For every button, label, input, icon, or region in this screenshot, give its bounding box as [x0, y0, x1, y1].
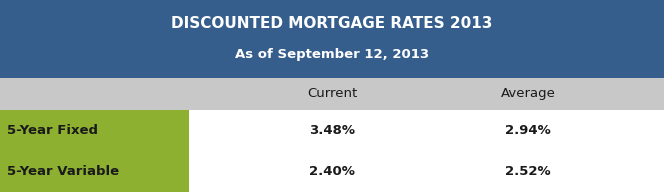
- FancyBboxPatch shape: [0, 110, 189, 151]
- FancyBboxPatch shape: [189, 110, 664, 151]
- Text: As of September 12, 2013: As of September 12, 2013: [235, 48, 429, 61]
- Text: 2.52%: 2.52%: [505, 165, 550, 178]
- Text: DISCOUNTED MORTGAGE RATES 2013: DISCOUNTED MORTGAGE RATES 2013: [171, 16, 493, 31]
- Text: Average: Average: [501, 88, 555, 100]
- Text: 2.40%: 2.40%: [309, 165, 355, 178]
- FancyBboxPatch shape: [0, 151, 189, 192]
- Text: 3.48%: 3.48%: [309, 124, 355, 137]
- Text: 5-Year Fixed: 5-Year Fixed: [7, 124, 98, 137]
- Text: Current: Current: [307, 88, 357, 100]
- Text: 5-Year Variable: 5-Year Variable: [7, 165, 119, 178]
- Text: 2.94%: 2.94%: [505, 124, 550, 137]
- FancyBboxPatch shape: [189, 151, 664, 192]
- FancyBboxPatch shape: [0, 78, 664, 110]
- FancyBboxPatch shape: [0, 0, 664, 78]
